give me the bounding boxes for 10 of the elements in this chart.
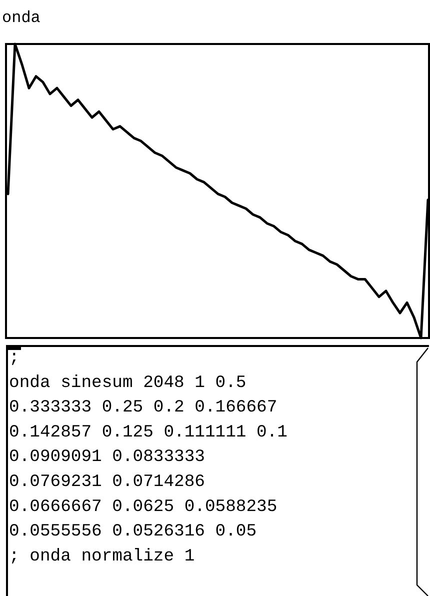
text: 0.0666667 0.0625 0.0588235 <box>9 498 278 517</box>
chart-title: onda <box>2 9 41 27</box>
text: 0.142857 0.125 0.111111 0.1 <box>9 423 288 442</box>
text: 0.333333 0.25 0.2 0.166667 <box>9 398 278 418</box>
text: ; onda normalize 1 <box>9 547 195 566</box>
text: 0.0769231 0.0714286 <box>9 473 205 492</box>
text: onda sinesum 2048 1 0.5 <box>9 374 246 393</box>
text: 0.0555556 0.0526316 0.05 <box>9 522 257 542</box>
text: ; <box>9 349 20 368</box>
text: 0.0909091 0.0833333 <box>9 448 205 468</box>
